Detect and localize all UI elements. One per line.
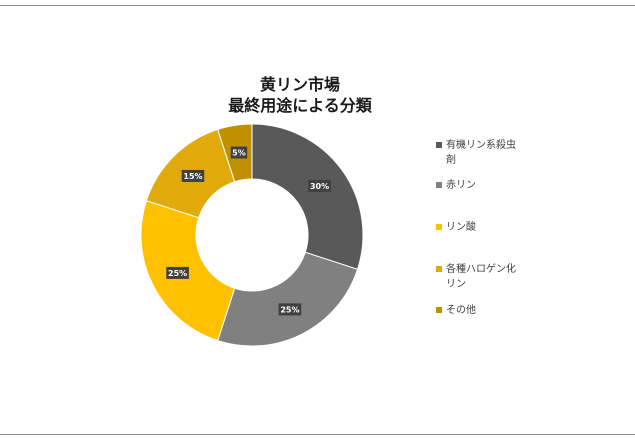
data-label-text-3: 25% [168,269,187,278]
donut-slice-2 [217,251,359,347]
legend-label-5: その他 [446,303,538,318]
chart-title: 黄リン市場 最終用途による分類 [170,74,430,116]
data-label-text-4: 15% [183,172,202,181]
legend-label-2: 赤リン [446,178,538,193]
chart-title-line-2: 最終用途による分類 [228,96,372,115]
data-label-5: 5% [230,146,248,159]
data-label-text-5: 5% [232,149,246,158]
data-label-box-2 [278,303,302,316]
legend-swatch-4 [436,266,442,272]
legend-label-1: 有機リン系殺虫剤 [446,138,538,168]
legend-label-1-line-2: 剤 [446,155,456,166]
data-label-4: 15% [181,169,205,182]
data-label-2: 25% [278,303,302,316]
legend-label-1-line-1: 有機リン系殺虫 [446,140,516,151]
legend-label-4: 各種ハロゲン化 リン [446,262,538,292]
legend-swatch-3 [436,224,442,230]
data-label-3: 25% [166,266,189,279]
legend-swatch-2 [436,182,442,188]
top-rule [0,5,635,6]
data-label-text-2: 25% [280,305,299,314]
legend-label-4-line-1: 各種ハロゲン化 [446,264,516,275]
data-label-box-3 [166,266,189,279]
data-label-text-1: 30% [310,182,329,191]
data-label-box-4 [181,169,205,182]
donut-slice-1 [251,123,364,270]
legend-label-5-line-1: その他 [446,305,476,316]
chart-title-line-1: 黄リン市場 [259,75,340,94]
bottom-rule [0,434,635,435]
data-label-box-5 [230,146,248,159]
data-label-1: 30% [308,179,331,192]
legend-label-3: リン酸 [446,220,538,235]
legend-label-2-line-1: 赤リン [446,180,476,191]
legend-swatch-5 [436,307,442,313]
legend-swatch-1 [436,142,442,148]
data-label-box-1 [308,179,331,192]
legend-label-3-line-1: リン酸 [446,222,476,233]
legend-label-4-line-2: リン [446,279,466,290]
